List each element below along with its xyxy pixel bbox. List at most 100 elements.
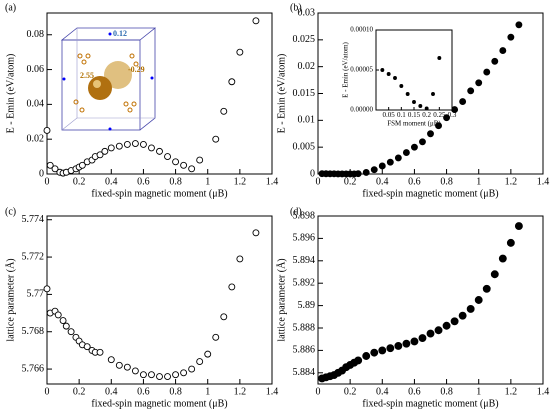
x-axis-label: fixed-spin magnetic moment (μB)	[91, 398, 227, 409]
data-point	[43, 285, 51, 293]
y-tick-label: 0.005	[293, 141, 316, 152]
data-point	[443, 114, 451, 122]
data-point	[426, 329, 435, 338]
y-tick-label: 5.77	[27, 289, 45, 300]
x-tick-label: 0.05	[383, 111, 396, 119]
y-tick-label: 0.03	[298, 7, 316, 18]
x-tick-label: 0.8	[440, 386, 453, 397]
data-point	[431, 92, 435, 96]
data-point	[498, 254, 507, 263]
data-point	[386, 72, 391, 76]
y-tick-label: 0.06	[27, 64, 45, 75]
data-point	[83, 343, 91, 351]
x-axis-label: fixed-spin magnetic moment (μB)	[362, 398, 498, 409]
data-point	[378, 162, 386, 170]
data-point	[180, 369, 188, 377]
data-point	[46, 161, 54, 169]
data-point	[54, 311, 62, 319]
y-tick-label: 5.766	[22, 363, 45, 374]
data-point	[107, 144, 115, 152]
data-point	[490, 270, 499, 279]
data-point	[515, 21, 523, 29]
y-tick-label: 0.02	[298, 61, 316, 72]
annotation: -0.29	[128, 65, 145, 74]
x-tick-label: 0.6	[408, 386, 421, 397]
x-tick-label: 0.4	[376, 386, 389, 397]
y-axis-label: E - Emin (eV/atom)	[5, 54, 16, 134]
x-tick-label: 0.4	[105, 176, 118, 187]
data-point	[228, 78, 236, 86]
x-tick-label: 1.2	[234, 176, 247, 187]
data-point	[156, 373, 163, 380]
data-point	[131, 367, 139, 375]
data-point	[115, 361, 123, 369]
x-tick-label: 1.4	[537, 386, 550, 397]
data-point	[354, 356, 363, 365]
data-point	[386, 158, 394, 166]
data-point	[188, 165, 196, 173]
y-axis-label: lattice parameter (Å)	[4, 258, 16, 341]
data-point	[43, 127, 51, 134]
x-tick-label: 0.3	[448, 111, 457, 119]
data-point	[467, 87, 475, 95]
y-tick-label: 0	[39, 168, 44, 179]
y-tick-label: 0.08	[27, 29, 45, 40]
data-point	[62, 322, 70, 330]
y-tick-label: 0.00000	[350, 106, 373, 114]
data-point	[418, 104, 423, 108]
x-axis-label: fixed-spin magnetic moment (μB)	[362, 188, 498, 199]
panel-label: (d)	[290, 206, 302, 217]
data-point	[402, 149, 410, 156]
axes-frame	[317, 215, 544, 385]
data-point	[437, 56, 442, 60]
data-point	[419, 138, 426, 146]
structure-inset	[60, 27, 157, 131]
x-tick-label: 0.2	[344, 176, 357, 187]
data-point	[475, 79, 483, 87]
y-tick-label: 0.00010	[350, 26, 373, 34]
y-tick-label: 5.884	[293, 367, 316, 378]
y-tick-label: 5.886	[293, 345, 316, 356]
y-tick-label: 0.02	[27, 133, 45, 144]
data-point	[123, 140, 131, 148]
data-point	[196, 156, 204, 164]
data-point	[148, 144, 155, 152]
data-point	[96, 348, 104, 356]
data-point	[394, 154, 402, 162]
y-tick-label: 0	[310, 168, 315, 179]
data-point	[156, 147, 163, 155]
data-point	[474, 296, 483, 304]
x-tick-label: 0.2	[344, 386, 357, 397]
x-tick-label: 1.2	[505, 176, 518, 187]
data-point	[164, 373, 171, 380]
data-point	[378, 346, 387, 355]
x-tick-label: 0	[316, 176, 321, 187]
data-point	[424, 106, 429, 111]
x-tick-label: 0.6	[137, 386, 150, 397]
data-point	[107, 356, 115, 364]
data-point	[101, 147, 109, 155]
data-point	[386, 344, 395, 353]
x-tick-label: 0.8	[169, 176, 182, 187]
data-point	[172, 371, 180, 379]
data-point	[148, 371, 155, 379]
x-tick-label: 0.6	[408, 176, 421, 187]
y-axis-label: E - Emin (eV/atom)	[276, 54, 287, 134]
panel-label: (b)	[290, 2, 302, 13]
x-tick-label: 0.2	[422, 111, 431, 119]
data-point	[506, 238, 515, 247]
data-point	[228, 283, 236, 291]
data-point	[204, 350, 212, 358]
y-tick-label: 5.888	[293, 322, 316, 333]
x-tick-label: 1.4	[266, 386, 279, 397]
x-tick-label: 0.1	[397, 111, 406, 119]
x-tick-label: 1.4	[266, 176, 279, 187]
x-tick-label: 0.4	[376, 176, 389, 187]
data-point	[410, 337, 419, 346]
data-point	[51, 165, 59, 173]
y-tick-label: 5.898	[293, 210, 316, 221]
y-tick-label: 5.772	[22, 251, 45, 262]
data-point	[459, 98, 467, 106]
data-point	[188, 365, 196, 373]
